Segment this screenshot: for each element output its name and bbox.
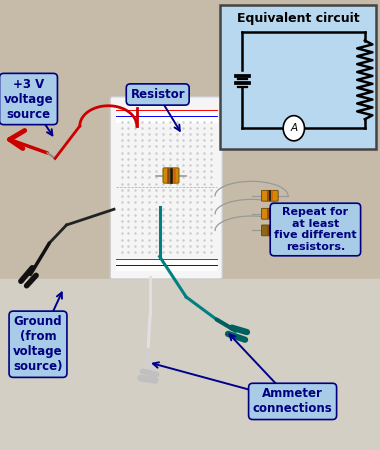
FancyBboxPatch shape <box>261 208 278 219</box>
Text: +3 V
voltage
source: +3 V voltage source <box>4 77 53 121</box>
Text: Resistor: Resistor <box>130 88 185 101</box>
FancyBboxPatch shape <box>220 5 376 148</box>
FancyBboxPatch shape <box>261 225 278 236</box>
FancyBboxPatch shape <box>110 97 222 279</box>
Text: A: A <box>290 123 298 133</box>
FancyBboxPatch shape <box>261 190 278 201</box>
Text: Repeat for
at least
five different
resistors.: Repeat for at least five different resis… <box>274 207 357 252</box>
Circle shape <box>283 116 304 141</box>
Text: Equivalent circuit: Equivalent circuit <box>237 12 359 25</box>
Text: Ground
(from
voltage
source): Ground (from voltage source) <box>13 315 63 373</box>
Text: Ammeter
connections: Ammeter connections <box>253 387 332 415</box>
FancyBboxPatch shape <box>163 168 179 183</box>
